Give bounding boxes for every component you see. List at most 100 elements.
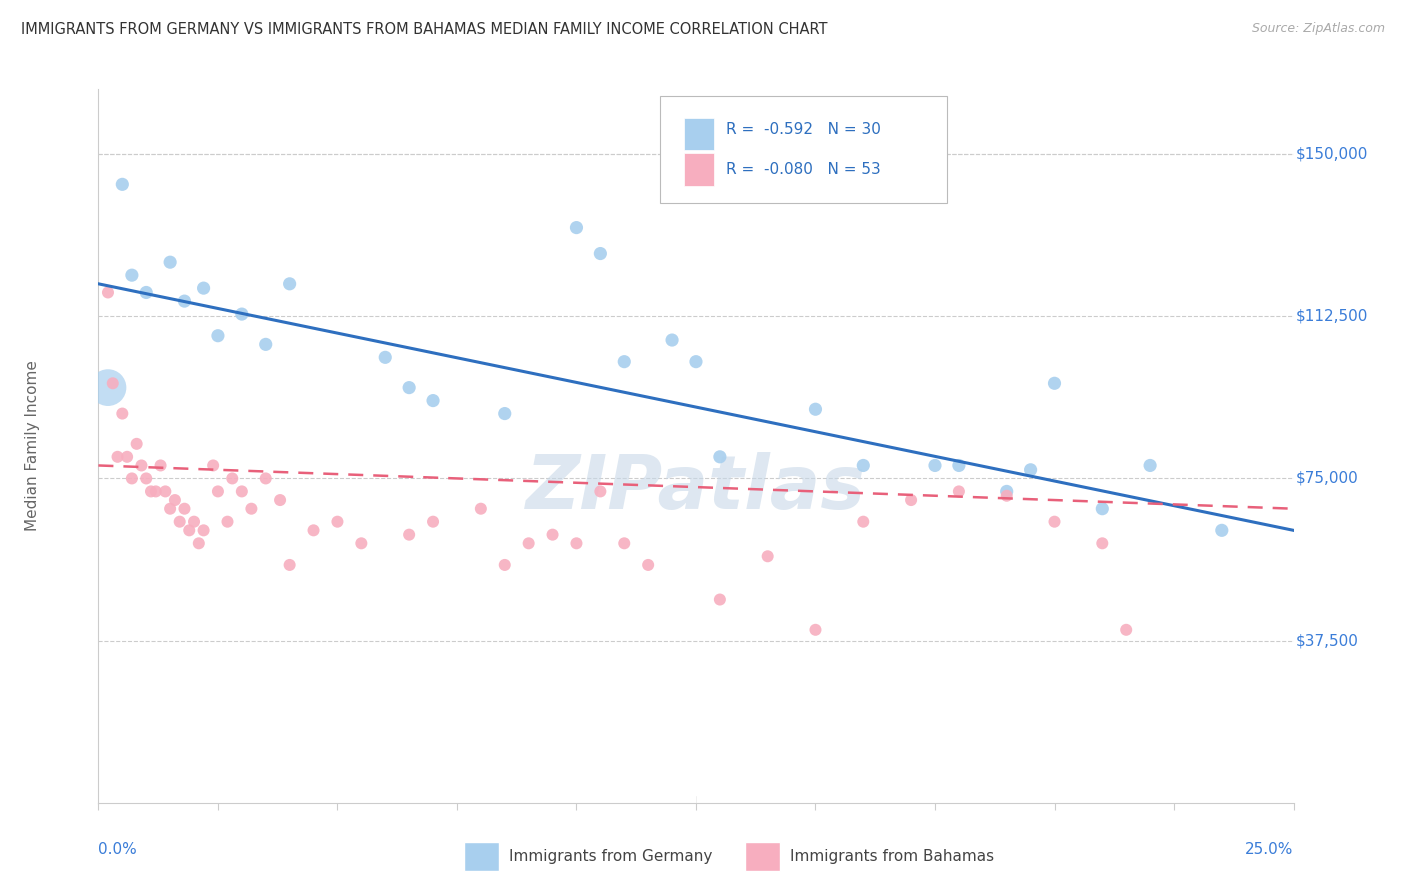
Point [1043,376,1066,391]
Point [852,458,875,473]
Point [302,524,325,538]
Point [995,489,1018,503]
Point [187,536,209,550]
Point [565,220,588,235]
Point [207,484,229,499]
Point [107,450,129,464]
FancyBboxPatch shape [685,118,714,150]
Point [221,471,243,485]
Text: Source: ZipAtlas.com: Source: ZipAtlas.com [1251,22,1385,36]
Point [326,515,349,529]
Point [163,493,186,508]
Point [1091,536,1114,550]
Text: R =  -0.080   N = 53: R = -0.080 N = 53 [725,161,880,177]
Text: Median Family Income: Median Family Income [25,360,41,532]
Point [398,381,420,395]
Point [948,458,970,473]
Point [804,623,827,637]
Point [517,536,540,550]
FancyBboxPatch shape [661,96,946,203]
Text: 25.0%: 25.0% [1246,842,1294,857]
Text: Immigrants from Germany: Immigrants from Germany [509,849,713,863]
Text: $37,500: $37,500 [1296,633,1358,648]
Point [852,515,875,529]
Point [350,536,373,550]
Point [948,484,970,499]
Point [131,458,153,473]
Point [149,458,172,473]
Point [995,484,1018,499]
Point [97,285,120,300]
Point [121,268,143,282]
Point [169,515,191,529]
Point [494,407,516,421]
Point [422,393,444,408]
Text: 0.0%: 0.0% [98,842,138,857]
Point [97,381,120,395]
Point [173,294,195,309]
Point [1211,524,1233,538]
Point [709,450,731,464]
Point [125,437,148,451]
Point [193,524,215,538]
Point [254,337,277,351]
Point [589,484,612,499]
Point [278,277,301,291]
Text: R =  -0.592   N = 30: R = -0.592 N = 30 [725,122,880,137]
Point [121,471,143,485]
Text: ZIPatlas: ZIPatlas [526,452,866,525]
Point [145,484,167,499]
Point [804,402,827,417]
Point [240,501,263,516]
Point [565,536,588,550]
Point [709,592,731,607]
Point [1115,623,1137,637]
Point [1019,463,1042,477]
Point [254,471,277,485]
Point [1043,515,1066,529]
Point [217,515,239,529]
Point [613,354,636,368]
Point [1139,458,1161,473]
Point [193,281,215,295]
Point [202,458,225,473]
Text: $112,500: $112,500 [1296,309,1368,324]
Point [115,450,138,464]
Point [637,558,659,572]
Point [207,328,229,343]
Point [398,527,420,541]
Point [135,471,157,485]
Point [900,493,922,508]
Point [589,246,612,260]
Point [269,493,291,508]
Text: IMMIGRANTS FROM GERMANY VS IMMIGRANTS FROM BAHAMAS MEDIAN FAMILY INCOME CORRELAT: IMMIGRANTS FROM GERMANY VS IMMIGRANTS FR… [21,22,828,37]
Text: $150,000: $150,000 [1296,146,1368,161]
Point [173,501,195,516]
Point [494,558,516,572]
Point [101,376,124,391]
Point [756,549,779,564]
Point [111,178,134,192]
Point [183,515,205,529]
Point [613,536,636,550]
Point [135,285,157,300]
Point [374,351,396,365]
Text: Immigrants from Bahamas: Immigrants from Bahamas [790,849,994,863]
Point [159,255,181,269]
Point [159,501,181,516]
Point [231,484,253,499]
Point [1091,501,1114,516]
Point [470,501,492,516]
FancyBboxPatch shape [685,153,714,186]
Point [111,407,134,421]
Point [422,515,444,529]
Point [685,354,707,368]
Point [139,484,162,499]
Text: $75,000: $75,000 [1296,471,1358,486]
Point [179,524,201,538]
Point [924,458,946,473]
Point [661,333,683,347]
Point [541,527,564,541]
Point [155,484,177,499]
Point [231,307,253,321]
